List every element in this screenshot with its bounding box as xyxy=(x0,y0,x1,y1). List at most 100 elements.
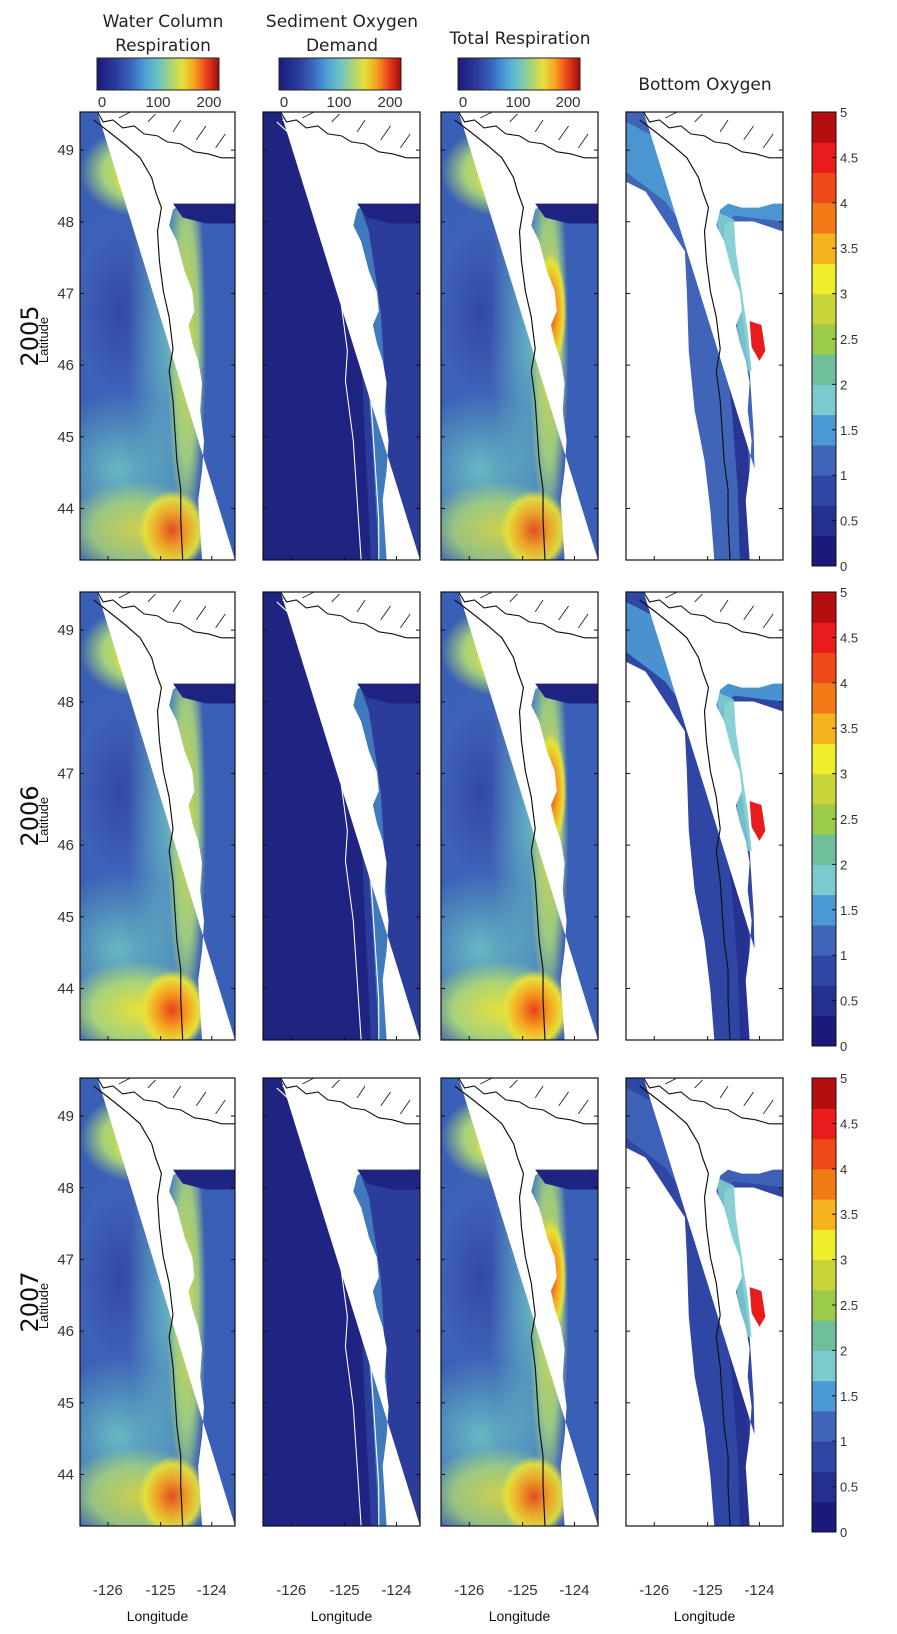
col-title-1b: Respiration xyxy=(115,36,211,56)
oxygen-tick-2007-1: 1 xyxy=(840,1434,847,1449)
oxygen-tick-2007-4: 4 xyxy=(840,1162,847,1177)
oxygen-tick-2005-3.5: 3.5 xyxy=(840,241,858,256)
panel-sod-2005 xyxy=(262,111,421,561)
colorbar-water-column: 0 100 200 xyxy=(96,57,222,111)
longitude-label-wcr: Longitude xyxy=(127,1608,189,1624)
lat-tick-2006-46: 46 xyxy=(57,837,74,854)
cb1-tick-0: 0 xyxy=(98,94,106,111)
col-title-2: Sediment Oxygen xyxy=(266,12,418,32)
oxygen-tick-2007-0: 0 xyxy=(840,1525,847,1540)
lon-tick-oxy--126: -126 xyxy=(639,1582,669,1599)
panel-sod-2007 xyxy=(262,1077,421,1527)
lon-tick-sod--125: -125 xyxy=(330,1582,360,1599)
oxygen-tick-2007-0.5: 0.5 xyxy=(840,1480,858,1495)
cb3-tick-100: 100 xyxy=(505,94,530,111)
lat-tick-2007-49: 49 xyxy=(57,1108,74,1125)
lon-tick-tot--126: -126 xyxy=(454,1582,484,1599)
lat-tick-2005-47: 47 xyxy=(57,285,74,302)
lat-tick-2005-49: 49 xyxy=(57,142,74,159)
lat-tick-2007-44: 44 xyxy=(57,1466,74,1483)
lat-tick-2007-48: 48 xyxy=(57,1180,74,1197)
lat-tick-2005-46: 46 xyxy=(57,357,74,374)
lon-tick-tot--124: -124 xyxy=(559,1582,589,1599)
longitude-label-sod: Longitude xyxy=(311,1608,373,1624)
oxygen-tick-2005-1: 1 xyxy=(840,468,847,483)
oxygen-tick-2006-2: 2 xyxy=(840,857,847,872)
oxygen-colorbars: 5 4.5 4 3.5 3 2.5 2 1.5 1 0.5 0 5 4.5 4 3.5 3 2.5 2 1.5 1 0.… xyxy=(811,105,858,1540)
lon-tick-wcr--126: -126 xyxy=(93,1582,123,1599)
oxygen-tick-2006-5: 5 xyxy=(840,585,847,600)
col-title-1: Water Column xyxy=(103,12,224,32)
panel-tot-2007 xyxy=(440,1077,599,1527)
panel-wcr-2005 xyxy=(79,111,236,561)
panel-oxy-2007 xyxy=(625,1077,784,1527)
panel-tot-2006 xyxy=(440,591,599,1041)
latitude-label-2007: Latitude xyxy=(36,1283,51,1329)
panel-sod-2006 xyxy=(262,591,421,1041)
year-label-2005: 2005 xyxy=(16,305,44,366)
oxygen-tick-2007-4.5: 4.5 xyxy=(840,1116,858,1131)
panel-oxy-2006 xyxy=(625,591,784,1041)
panel-wcr-2007 xyxy=(79,1077,236,1527)
lat-tick-2005-44: 44 xyxy=(57,500,74,517)
oxygen-tick-2005-1.5: 1.5 xyxy=(840,423,858,438)
colorbar-sediment: 0 100 200 xyxy=(278,57,403,111)
panel-oxy-2005 xyxy=(625,111,784,561)
oxygen-tick-2005-2.5: 2.5 xyxy=(840,332,858,347)
lat-tick-2006-49: 49 xyxy=(57,622,74,639)
lat-tick-2007-47: 47 xyxy=(57,1251,74,1268)
lat-tick-2005-45: 45 xyxy=(57,429,74,446)
lat-tick-2005-48: 48 xyxy=(57,214,74,231)
lon-tick-sod--124: -124 xyxy=(381,1582,411,1599)
oxygen-tick-2006-4: 4 xyxy=(840,676,847,691)
lat-tick-2006-47: 47 xyxy=(57,765,74,782)
oxygen-tick-2007-5: 5 xyxy=(840,1071,847,1086)
oxygen-tick-2005-4: 4 xyxy=(840,196,847,211)
oxygen-tick-2005-5: 5 xyxy=(840,105,847,120)
latitude-label-2006: Latitude xyxy=(36,797,51,843)
lon-tick-wcr--125: -125 xyxy=(146,1582,176,1599)
cb2-tick-0: 0 xyxy=(280,94,288,111)
oxygen-tick-2005-0.5: 0.5 xyxy=(840,514,858,529)
oxygen-colorbar-2005: 5 4.5 4 3.5 3 2.5 2 1.5 1 0.5 0 xyxy=(811,105,858,574)
lat-tick-2007-46: 46 xyxy=(57,1323,74,1340)
lon-tick-tot--125: -125 xyxy=(508,1582,538,1599)
oxygen-tick-2007-1.5: 1.5 xyxy=(840,1389,858,1404)
map-panels xyxy=(79,111,784,1527)
oxygen-tick-2005-2: 2 xyxy=(840,377,847,392)
oxygen-tick-2006-2.5: 2.5 xyxy=(840,812,858,827)
lon-tick-sod--126: -126 xyxy=(276,1582,306,1599)
oxygen-tick-2006-0.5: 0.5 xyxy=(840,994,858,1009)
col-title-4: Bottom Oxygen xyxy=(638,75,771,95)
panel-tot-2005 xyxy=(440,111,599,561)
cb1-tick-200: 200 xyxy=(196,94,221,111)
oxygen-tick-2007-3.5: 3.5 xyxy=(840,1207,858,1222)
cb1-tick-100: 100 xyxy=(145,94,170,111)
lat-tick-2007-45: 45 xyxy=(57,1395,74,1412)
cb2-tick-200: 200 xyxy=(377,94,402,111)
year-label-2006: 2006 xyxy=(16,785,44,846)
lon-tick-oxy--125: -125 xyxy=(693,1582,723,1599)
oxygen-tick-2005-4.5: 4.5 xyxy=(840,150,858,165)
oxygen-tick-2005-3: 3 xyxy=(840,287,847,302)
lat-tick-2006-44: 44 xyxy=(57,980,74,997)
longitude-label-tot: Longitude xyxy=(489,1608,551,1624)
oxygen-colorbar-2007: 5 4.5 4 3.5 3 2.5 2 1.5 1 0.5 0 xyxy=(811,1071,858,1540)
oxygen-tick-2005-0: 0 xyxy=(840,559,847,574)
col-title-3: Total Respiration xyxy=(449,29,591,49)
lat-tick-2006-48: 48 xyxy=(57,694,74,711)
oxygen-tick-2006-1.5: 1.5 xyxy=(840,903,858,918)
horizontal-colorbars: 0 100 200 0 100 200 0 100 200 xyxy=(96,57,581,111)
oxygen-tick-2006-1: 1 xyxy=(840,948,847,963)
column-titles: Water Column Respiration Sediment Oxygen… xyxy=(103,12,772,95)
oxygen-colorbar-2006: 5 4.5 4 3.5 3 2.5 2 1.5 1 0.5 0 xyxy=(811,585,858,1054)
oxygen-tick-2007-2: 2 xyxy=(840,1343,847,1358)
year-label-2007: 2007 xyxy=(16,1271,44,1332)
lon-tick-oxy--124: -124 xyxy=(744,1582,774,1599)
cb3-tick-0: 0 xyxy=(459,94,467,111)
latitude-label-2005: Latitude xyxy=(36,317,51,363)
longitude-label-oxy: Longitude xyxy=(674,1608,736,1624)
oxygen-tick-2006-3.5: 3.5 xyxy=(840,721,858,736)
